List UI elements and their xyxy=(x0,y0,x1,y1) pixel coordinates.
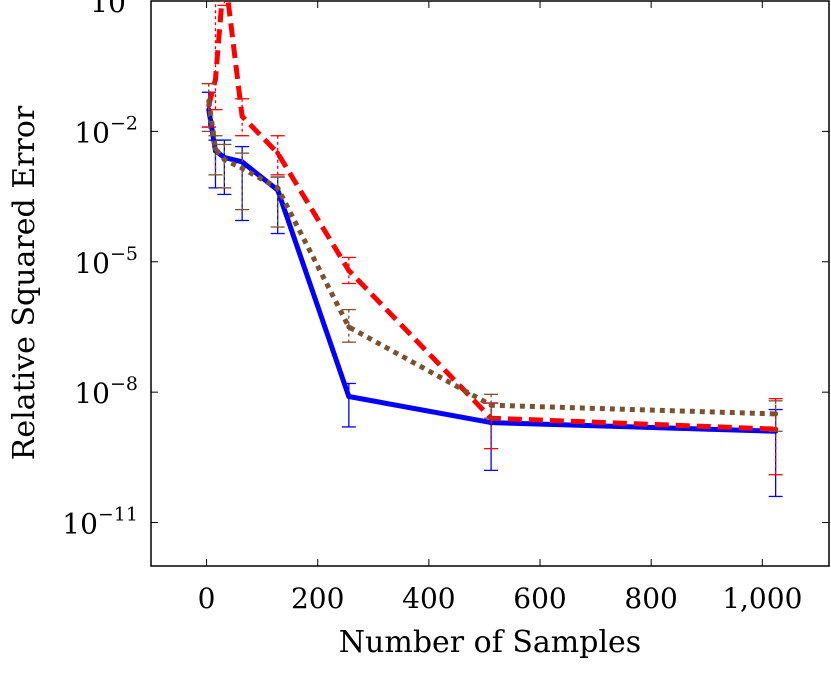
x-tick-label: 600 xyxy=(513,582,566,615)
y-tick-label: 10−5 xyxy=(74,243,138,280)
data-point xyxy=(346,324,352,330)
x-tick-labels: 0 200 400 600 800 1,000 xyxy=(198,582,803,615)
data-point xyxy=(239,165,245,171)
data-point xyxy=(212,76,218,82)
x-tick-label: 400 xyxy=(402,582,455,615)
data-point xyxy=(346,394,352,399)
data-point xyxy=(212,146,218,152)
y-axis-title: Relative Squared Error xyxy=(7,105,42,460)
data-point xyxy=(275,185,281,191)
axis-ticks xyxy=(151,0,829,566)
x-tick-label: 0 xyxy=(198,582,216,615)
data-point xyxy=(488,402,494,408)
y-tick-label: 101 xyxy=(90,0,138,19)
series-3 xyxy=(201,82,783,432)
y-tick-label: 10−2 xyxy=(74,112,138,149)
x-tick-label: 1,000 xyxy=(722,582,802,615)
y-tick-labels: 101 10−2 10−5 10−8 10−11 xyxy=(62,0,138,541)
y-tick-label: 10−11 xyxy=(62,504,138,541)
data-point xyxy=(346,267,352,273)
x-axis-title: Number of Samples xyxy=(339,625,641,660)
series-layer xyxy=(201,1,783,498)
data-point xyxy=(239,113,245,119)
data-point xyxy=(221,157,227,163)
y-tick-label: 10−8 xyxy=(74,373,138,410)
x-tick-label: 200 xyxy=(291,582,344,615)
plot-area-frame xyxy=(150,0,830,567)
data-point xyxy=(773,426,779,432)
data-point xyxy=(773,411,779,417)
data-point xyxy=(206,98,212,104)
data-point xyxy=(275,150,281,156)
x-tick-label: 800 xyxy=(624,582,677,615)
